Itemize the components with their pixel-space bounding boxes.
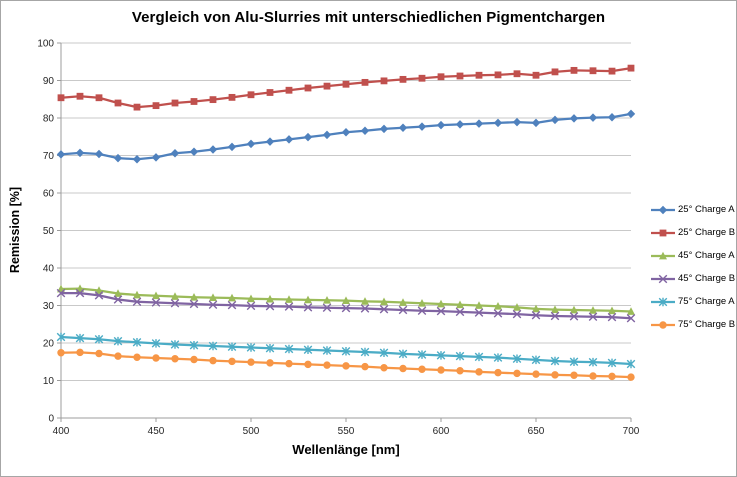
- series-45-charge-a: [57, 284, 635, 315]
- y-tick-label: 70: [43, 151, 55, 162]
- y-tick-label: 0: [48, 414, 54, 425]
- x-tick-label: 600: [433, 426, 450, 437]
- legend-item-25-charge-a: 25° Charge A: [650, 198, 735, 221]
- square-marker-icon: [651, 229, 675, 236]
- circle-marker-icon: [651, 320, 675, 329]
- legend: 25° Charge A 25° Charge B 45° Charge A 45° …: [650, 198, 735, 336]
- legend-label: 75° Charge A: [678, 296, 735, 307]
- x-tick-label: 400: [53, 426, 70, 437]
- y-tick-label: 50: [43, 226, 55, 237]
- legend-label: 25° Charge B: [678, 227, 736, 238]
- y-tick-label: 100: [37, 39, 54, 50]
- chart-title: Vergleich von Alu-Slurries mit unterschi…: [131, 9, 606, 26]
- y-tick-label: 40: [43, 264, 55, 275]
- asterisk-marker-icon: [651, 297, 675, 306]
- legend-item-45-charge-a: 45° Charge A: [650, 244, 735, 267]
- series-25-charge-b: [57, 64, 635, 111]
- legend-label: 75° Charge B: [678, 319, 736, 330]
- legend-label: 45° Charge B: [678, 273, 736, 284]
- series-45-charge-b: [56, 288, 636, 323]
- series-75-charge-a: [56, 332, 636, 369]
- x-tick-label: 450: [148, 426, 165, 437]
- x-tick-label: 500: [243, 426, 260, 437]
- y-tick-label: 80: [43, 114, 55, 125]
- gridlines: [61, 42, 631, 381]
- x-axis-ticks: 400 450 500 550 600 650 700: [53, 418, 640, 437]
- triangle-marker-icon: [651, 251, 675, 259]
- x-tick-label: 700: [623, 426, 640, 437]
- series-75-charge-b: [57, 348, 635, 381]
- legend-item-25-charge-b: 25° Charge B: [650, 221, 735, 244]
- y-tick-label: 10: [43, 376, 55, 387]
- legend-item-75-charge-a: 75° Charge A: [650, 290, 735, 313]
- legend-item-45-charge-b: 45° Charge B: [650, 267, 735, 290]
- x-axis-title: Wellenlänge [nm]: [292, 442, 400, 457]
- y-axis-title: Remission [%]: [8, 186, 22, 274]
- x-tick-label: 550: [338, 426, 355, 437]
- y-tick-label: 20: [43, 339, 55, 350]
- x-tick-label: 650: [528, 426, 545, 437]
- diamond-marker-icon: [651, 205, 675, 214]
- x-marker-icon: [651, 274, 675, 283]
- y-tick-label: 30: [43, 301, 55, 312]
- y-tick-label: 90: [43, 76, 55, 87]
- y-tick-label: 60: [43, 189, 55, 200]
- legend-label: 25° Charge A: [678, 204, 735, 215]
- legend-item-75-charge-b: 75° Charge B: [650, 313, 735, 336]
- y-axis-ticks: 0 10 20 30 40 50 60 70 80 90 100: [37, 39, 61, 425]
- legend-label: 45° Charge A: [678, 250, 735, 261]
